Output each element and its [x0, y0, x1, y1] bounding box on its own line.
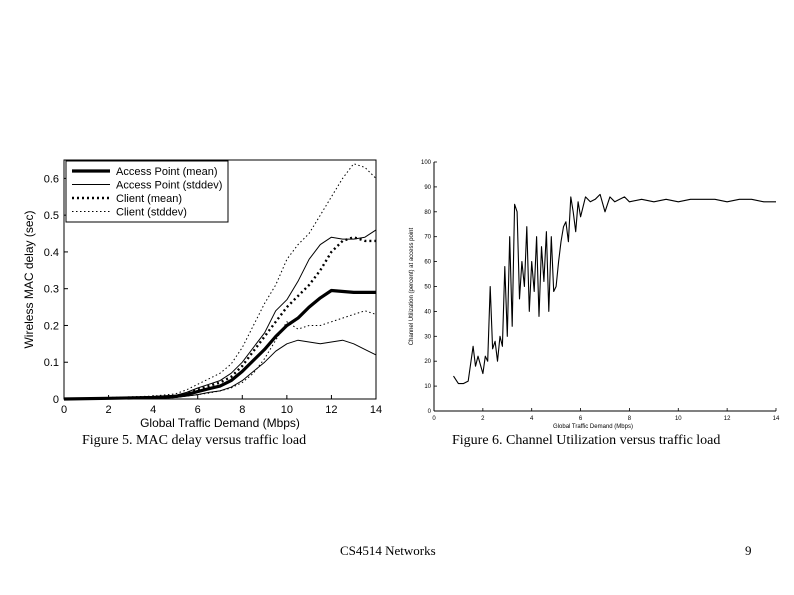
legend-entry: Access Point (mean): [116, 166, 217, 178]
y-tick-label: 0.6: [44, 173, 59, 185]
x-tick-label: 12: [724, 416, 731, 422]
y-tick-label: 50: [424, 285, 431, 291]
series-line: [63, 235, 376, 401]
y-tick-label: 0: [428, 409, 432, 415]
legend-entry: Access Point (stddev): [116, 180, 222, 192]
y-axis-label: Channel Utilization (percent) at access …: [409, 227, 415, 345]
x-tick-label: 14: [370, 404, 382, 416]
legend-entry: Client (stddev): [116, 207, 187, 219]
x-axis-label: Global Traffic Demand (Mbps): [553, 424, 633, 430]
x-tick-label: 2: [481, 416, 485, 422]
x-tick-label: 6: [195, 404, 201, 416]
x-tick-label: 0: [61, 404, 67, 416]
x-tick-label: 12: [325, 404, 337, 416]
slide-footer: CS4514 Networks: [340, 543, 436, 558]
figure-6-caption: Figure 6. Channel Utilization versus tra…: [452, 433, 721, 448]
y-tick-label: 60: [424, 260, 431, 266]
x-axis-label: Global Traffic Demand (Mbps): [140, 416, 300, 430]
series-line: [453, 193, 776, 385]
figure-5-caption: Figure 5. MAC delay versus traffic load: [82, 433, 307, 448]
mac-delay-chart: 0 2 4 6 8 10 12 14 0 0.1 0.2 0.3 0.4 0.5 0.6 Global Tra…: [22, 159, 382, 430]
series-line: [63, 310, 377, 400]
x-tick-label: 14: [773, 416, 780, 422]
y-axis-label: Wireless MAC delay (sec): [22, 210, 36, 348]
x-tick-label: 0: [432, 416, 436, 422]
y-tick-label: 80: [424, 210, 431, 216]
legend-entry: Client (mean): [116, 193, 182, 205]
series-line: [63, 229, 377, 400]
y-tick-label: 0.2: [44, 320, 59, 332]
y-tick-label: 0.4: [44, 247, 59, 259]
x-tick-label: 2: [106, 404, 112, 416]
legend: Access Point (mean) Access Point (stddev)…: [65, 160, 229, 223]
series-line: [63, 288, 376, 401]
x-tick-label: 4: [530, 416, 534, 422]
y-tick-label: 10: [424, 384, 431, 390]
channel-utilization-chart: 0 2 4 6 8 10 12 14 0 10 20 30 40 50 60 70 80 90 100 Global …: [409, 160, 780, 430]
x-tick-label: 10: [281, 404, 293, 416]
x-tick-label: 10: [675, 416, 682, 422]
x-tick-label: 4: [150, 404, 156, 416]
y-tick-label: 20: [424, 359, 431, 365]
y-tick-label: 70: [424, 235, 431, 241]
y-tick-label: 90: [424, 185, 431, 191]
y-tick-label: 0: [53, 394, 59, 406]
y-tick-label: 0.3: [44, 284, 59, 296]
x-tick-label: 8: [239, 404, 245, 416]
y-tick-label: 0.1: [44, 357, 59, 369]
series-line: [63, 163, 377, 400]
x-tick-label: 6: [579, 416, 583, 422]
y-tick-label: 100: [421, 160, 432, 166]
page-number: 9: [745, 543, 752, 558]
y-tick-label: 40: [424, 309, 431, 315]
series-line: [63, 339, 377, 400]
plot-frame: [63, 159, 377, 400]
x-tick-label: 8: [628, 416, 632, 422]
y-tick-label: 30: [424, 334, 431, 340]
y-tick-label: 0.5: [44, 210, 59, 222]
